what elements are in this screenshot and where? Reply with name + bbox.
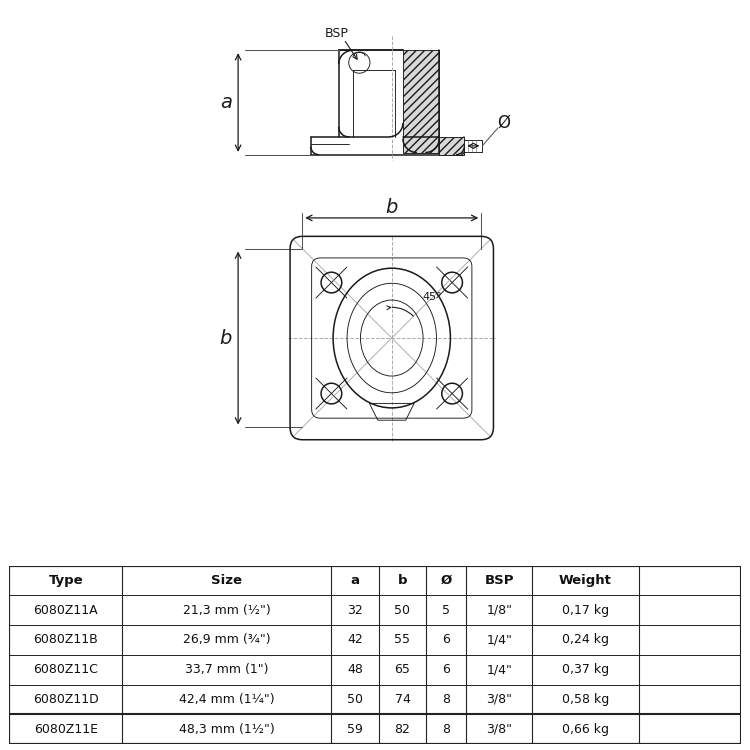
Text: 45°: 45° [422,292,442,302]
Text: 6080Z11A: 6080Z11A [34,604,98,616]
Text: 50: 50 [394,604,410,616]
Text: 0,17 kg: 0,17 kg [562,604,609,616]
Text: 59: 59 [347,723,363,736]
Bar [440,137,464,154]
Text: 42,4 mm (1¼"): 42,4 mm (1¼") [179,693,274,706]
Text: b: b [398,574,407,586]
Text: 50: 50 [346,693,363,706]
Text: 21,3 mm (½"): 21,3 mm (½") [183,604,271,616]
Text: 1/4": 1/4" [487,663,512,676]
Text: 1/4": 1/4" [487,633,512,646]
Text: 32: 32 [347,604,363,616]
Bar [403,50,439,152]
Text: a: a [350,574,359,586]
Text: 8: 8 [442,693,450,706]
Text: 0,66 kg: 0,66 kg [562,723,609,736]
Text: 6080Z11B: 6080Z11B [33,633,98,646]
Text: 42: 42 [347,633,363,646]
Text: 6080Z11C: 6080Z11C [33,663,98,676]
Text: 1/8": 1/8" [487,604,512,616]
Text: 0,37 kg: 0,37 kg [562,663,609,676]
Text: Ø: Ø [497,113,510,131]
Text: Type: Type [49,574,83,586]
Text: b: b [220,328,232,347]
Text: 3/8": 3/8" [487,693,512,706]
Text: 0,58 kg: 0,58 kg [562,693,609,706]
Text: 48,3 mm (1½"): 48,3 mm (1½") [179,723,274,736]
Text: BSP: BSP [484,574,514,586]
Text: 0,24 kg: 0,24 kg [562,633,609,646]
Text: 55: 55 [394,633,410,646]
Text: a: a [220,93,232,112]
Text: 8: 8 [442,723,450,736]
Text: Weight: Weight [559,574,612,586]
Text: 33,7 mm (1"): 33,7 mm (1") [185,663,268,676]
Text: b: b [386,198,398,217]
Text: 6: 6 [442,663,450,676]
Text: 65: 65 [394,663,410,676]
Text: 26,9 mm (¾"): 26,9 mm (¾") [183,633,271,646]
Text: BSP: BSP [325,27,349,40]
Text: Ø: Ø [441,574,452,586]
Text: 5: 5 [442,604,450,616]
Text: 74: 74 [394,693,410,706]
Text: 3/8": 3/8" [487,723,512,736]
Text: 82: 82 [394,723,410,736]
Text: 6080Z11E: 6080Z11E [34,723,98,736]
Text: Size: Size [211,574,242,586]
Text: 6: 6 [442,633,450,646]
Text: 6080Z11D: 6080Z11D [33,693,98,706]
Text: 48: 48 [347,663,363,676]
